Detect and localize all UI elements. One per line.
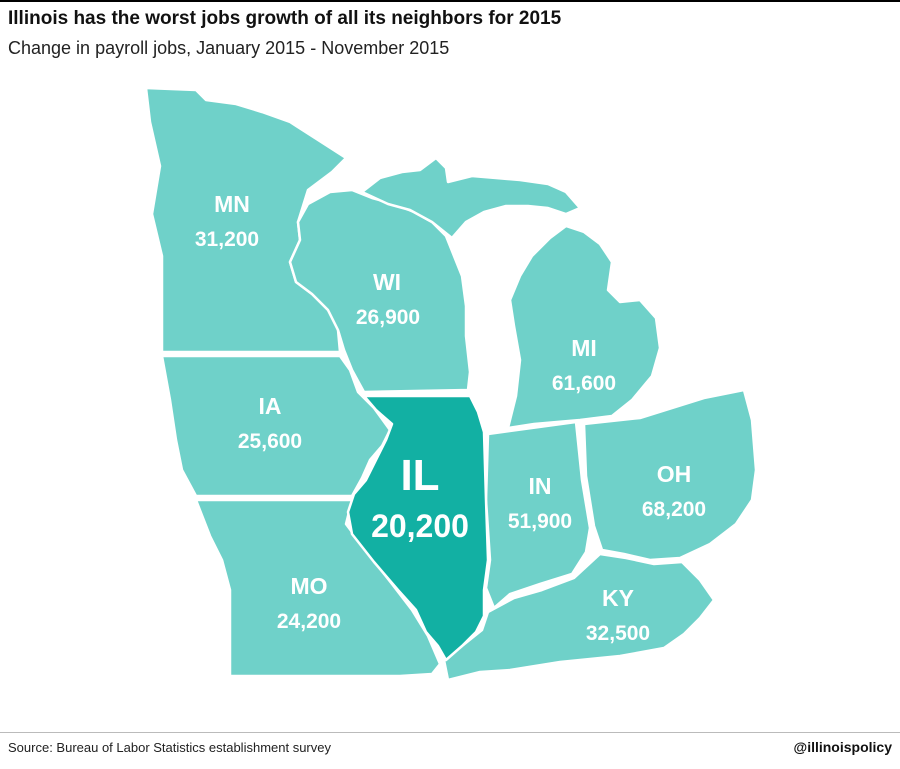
source-note: Source: Bureau of Labor Statistics estab…: [8, 740, 331, 755]
label-il-value: 20,200: [371, 508, 469, 544]
state-map: MN 31,200 WI 26,900 MI 61,600 IA 25,600 …: [144, 86, 758, 682]
label-wi-abbr: WI: [373, 269, 401, 295]
label-ky-abbr: KY: [602, 585, 634, 611]
label-oh-abbr: OH: [657, 461, 692, 487]
label-in-value: 51,900: [508, 510, 572, 533]
state-il[interactable]: [346, 394, 490, 662]
label-il-abbr: IL: [400, 451, 439, 500]
label-in-abbr: IN: [529, 473, 552, 499]
state-ky: [442, 552, 716, 682]
label-mi-abbr: MI: [571, 335, 597, 361]
label-ia-value: 25,600: [238, 430, 302, 453]
map-title: Illinois has the worst jobs growth of al…: [8, 8, 562, 29]
label-ia-abbr: IA: [259, 393, 282, 419]
label-mo-value: 24,200: [277, 610, 341, 633]
state-ia: [160, 354, 392, 498]
label-ky-value: 32,500: [586, 622, 650, 645]
footer-rule: [0, 732, 900, 733]
map-subtitle: Change in payroll jobs, January 2015 - N…: [8, 38, 450, 58]
label-mi-value: 61,600: [552, 372, 616, 395]
top-rule: [0, 0, 900, 2]
social-handle[interactable]: @illinoispolicy: [793, 739, 892, 755]
state-mi-lower: [506, 224, 662, 430]
label-wi-value: 26,900: [356, 306, 420, 329]
state-mi-upper: [360, 156, 582, 240]
label-mo-abbr: MO: [290, 573, 327, 599]
label-mn-value: 31,200: [195, 228, 259, 251]
state-in: [484, 420, 592, 610]
label-mn-abbr: MN: [214, 191, 250, 217]
label-oh-value: 68,200: [642, 498, 706, 521]
state-oh: [582, 388, 758, 562]
